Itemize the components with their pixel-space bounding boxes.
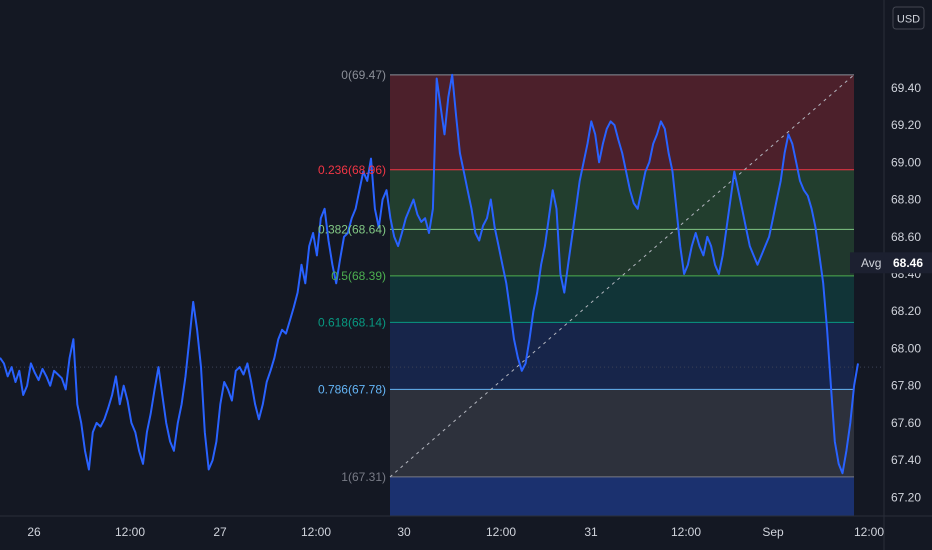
avg-badge[interactable]: Avg 68.46	[850, 252, 932, 274]
price-tick-9: 67.60	[891, 416, 921, 430]
fib-label-3: 0.5(68.39)	[331, 269, 386, 283]
price-tick-11: 67.20	[891, 490, 921, 504]
fib-label-5: 0.786(67.78)	[318, 382, 386, 396]
currency-button[interactable]	[892, 6, 925, 30]
time-tick-6: 31	[584, 525, 598, 539]
fibonacci-level-labels: 0(69.47) 0.236(68.96) 0.382(68.64) 0.5(68.3…	[318, 68, 386, 484]
time-tick-3: 12:00	[301, 525, 331, 539]
price-tick-3: 68.80	[891, 193, 921, 207]
time-tick-8: Sep	[762, 525, 784, 539]
price-tick-1: 69.20	[891, 118, 921, 132]
price-series-line	[0, 73, 859, 475]
fibonacci-lines	[390, 74, 854, 478]
fibonacci-zones	[390, 74, 854, 516]
fib-label-4: 0.618(68.14)	[318, 315, 386, 329]
time-tick-2: 27	[213, 525, 227, 539]
avg-value: 68.46	[893, 256, 923, 270]
fib-label-0: 0(69.47)	[341, 68, 386, 82]
fib-zone-2	[390, 229, 854, 276]
price-axis[interactable]	[884, 0, 932, 550]
price-tick-0: 69.40	[891, 81, 921, 95]
time-tick-4: 30	[397, 525, 411, 539]
fib-zone-1	[390, 169, 854, 230]
time-axis-ticks: 26 12:00 27 12:00 30 12:00 31 12:00 Sep 12:00	[27, 525, 884, 539]
fib-zone-3	[390, 275, 854, 323]
fib-label-1: 0.236(68.96)	[318, 163, 386, 177]
time-tick-0: 26	[27, 525, 41, 539]
price-tick-10: 67.40	[891, 453, 921, 467]
time-tick-9: 12:00	[854, 525, 884, 539]
fibonacci-trend-line[interactable]	[389, 74, 855, 478]
avg-label: Avg	[861, 256, 881, 270]
price-tick-4: 68.60	[891, 230, 921, 244]
fib-zone-extension	[390, 476, 854, 516]
fib-label-6: 1(67.31)	[341, 470, 386, 484]
time-tick-7: 12:00	[671, 525, 701, 539]
price-tick-7: 68.00	[891, 341, 921, 355]
currency-label: USD	[897, 14, 920, 26]
fib-label-2: 0.382(68.64)	[318, 222, 386, 236]
fib-zone-4	[390, 322, 854, 390]
time-tick-1: 12:00	[115, 525, 145, 539]
price-axis-ticks: 69.4069.2069.0068.8068.6068.4068.2068.00…	[891, 81, 921, 505]
fib-zone-5	[390, 389, 854, 477]
price-tick-6: 68.20	[891, 304, 921, 318]
price-tick-8: 67.80	[891, 379, 921, 393]
time-tick-5: 12:00	[486, 525, 516, 539]
price-tick-2: 69.00	[891, 155, 921, 169]
